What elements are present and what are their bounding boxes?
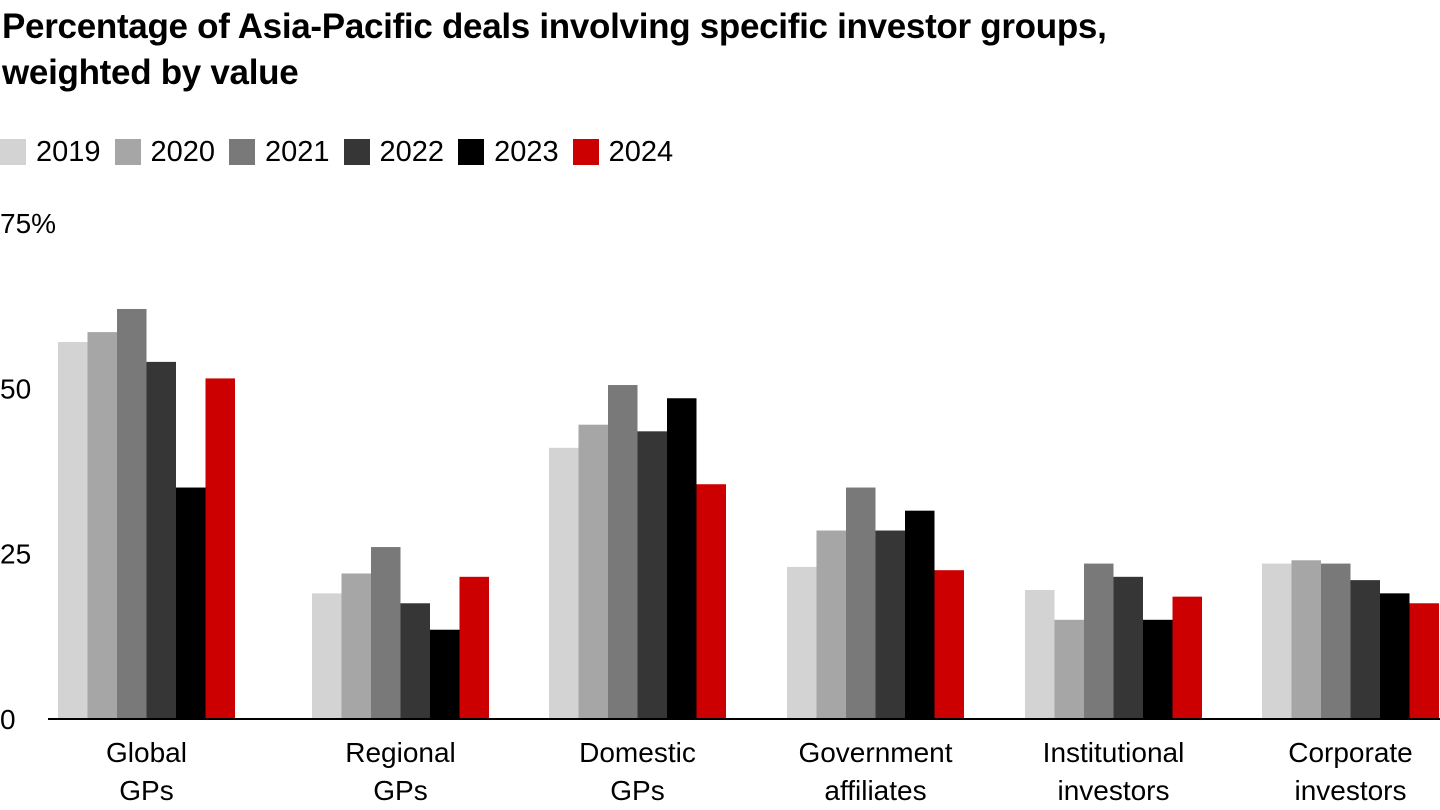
bar-global-gps-2020 [87, 332, 117, 719]
chart-title-line-2: weighted by value [2, 53, 299, 92]
legend-swatch-2020 [114, 139, 141, 165]
y-tick-label-25: 25 [0, 539, 31, 570]
bar-institutional-investors-2021 [1084, 563, 1114, 719]
y-axis: 75% 50 25 0 [0, 208, 56, 735]
bar-corporate-investors-2024 [1409, 603, 1439, 719]
legend-label-2020: 2020 [150, 136, 216, 168]
bar-domestic-gps-2023 [667, 398, 697, 719]
legend-item-2022: 2022 [343, 135, 445, 169]
x-tick-label-domestic-gps: Domestic GPs [579, 737, 696, 806]
bar-regional-gps-2024 [459, 576, 489, 719]
x-axis: Global GPs Regional GPs Domestic GPs Governmen… [106, 737, 1413, 806]
legend-item-2023: 2023 [458, 135, 559, 169]
bar-domestic-gps-2020 [578, 424, 608, 719]
legend-swatch-2021 [229, 139, 256, 165]
legend-swatch-2019 [0, 139, 26, 165]
bar-government-affiliates-2023 [905, 510, 935, 719]
legend-swatch-2022 [343, 139, 370, 165]
bar-domestic-gps-2021 [608, 385, 638, 719]
bar-institutional-investors-2022 [1113, 576, 1143, 719]
bars [58, 308, 1439, 719]
legend-label-2023: 2023 [494, 136, 559, 168]
legend-item-2024: 2024 [572, 135, 674, 169]
bar-regional-gps-2020 [341, 573, 371, 719]
legend-label-2021: 2021 [265, 136, 330, 168]
chart-title: Percentage of Asia-Pacific deals involvi… [2, 4, 1422, 96]
legend-item-2020: 2020 [114, 135, 216, 169]
bar-institutional-investors-2020 [1054, 619, 1084, 719]
bar-global-gps-2019 [58, 342, 88, 719]
bar-institutional-investors-2023 [1143, 619, 1173, 719]
y-tick-label-0: 0 [0, 704, 16, 735]
bar-institutional-investors-2024 [1172, 596, 1202, 719]
bar-chart: 75% 50 25 0 Global GPs Regional GPs Domestic GPs… [0, 208, 1440, 806]
chart-title-line-1: Percentage of Asia-Pacific deals involvi… [2, 7, 1107, 46]
bar-regional-gps-2021 [371, 547, 401, 719]
bar-domestic-gps-2024 [696, 484, 726, 719]
bar-domestic-gps-2022 [637, 431, 667, 719]
bar-regional-gps-2019 [312, 593, 342, 719]
legend-item-2021: 2021 [229, 135, 330, 169]
bar-government-affiliates-2019 [787, 566, 817, 719]
bar-corporate-investors-2021 [1321, 563, 1351, 719]
bar-institutional-investors-2019 [1025, 590, 1055, 719]
bar-corporate-investors-2020 [1291, 560, 1321, 719]
bar-global-gps-2024 [205, 378, 235, 719]
legend-label-2024: 2024 [608, 136, 674, 168]
x-tick-label-corporate-investors: Corporate investors [1288, 737, 1413, 806]
bar-domestic-gps-2019 [549, 447, 579, 719]
x-tick-label-institutional-investors: Institutional investors [1043, 737, 1185, 806]
legend-label-2022: 2022 [379, 136, 445, 168]
bar-corporate-investors-2023 [1380, 593, 1410, 719]
y-tick-label-75: 75% [0, 208, 56, 239]
x-tick-label-regional-gps: Regional GPs [345, 737, 456, 806]
legend-swatch-2023 [458, 139, 485, 165]
bar-corporate-investors-2022 [1350, 580, 1380, 719]
legend: 2019 2020 2021 2022 2023 2024 [0, 132, 687, 172]
y-tick-label-50: 50 [0, 373, 31, 404]
bar-government-affiliates-2021 [846, 487, 876, 719]
bar-government-affiliates-2024 [934, 570, 964, 719]
bar-corporate-investors-2019 [1262, 563, 1292, 719]
bar-government-affiliates-2022 [875, 530, 905, 719]
x-tick-label-government-affiliates: Government affiliates [798, 737, 952, 806]
legend-swatch-2024 [572, 139, 599, 165]
bar-global-gps-2023 [176, 487, 206, 719]
legend-item-2019: 2019 [0, 135, 101, 169]
legend-label-2019: 2019 [36, 136, 101, 168]
bar-global-gps-2022 [146, 361, 176, 719]
x-tick-label-global-gps: Global GPs [106, 737, 187, 806]
bar-government-affiliates-2020 [816, 530, 846, 719]
bar-regional-gps-2022 [400, 603, 430, 719]
bar-global-gps-2021 [117, 308, 147, 719]
bar-regional-gps-2023 [430, 629, 460, 719]
